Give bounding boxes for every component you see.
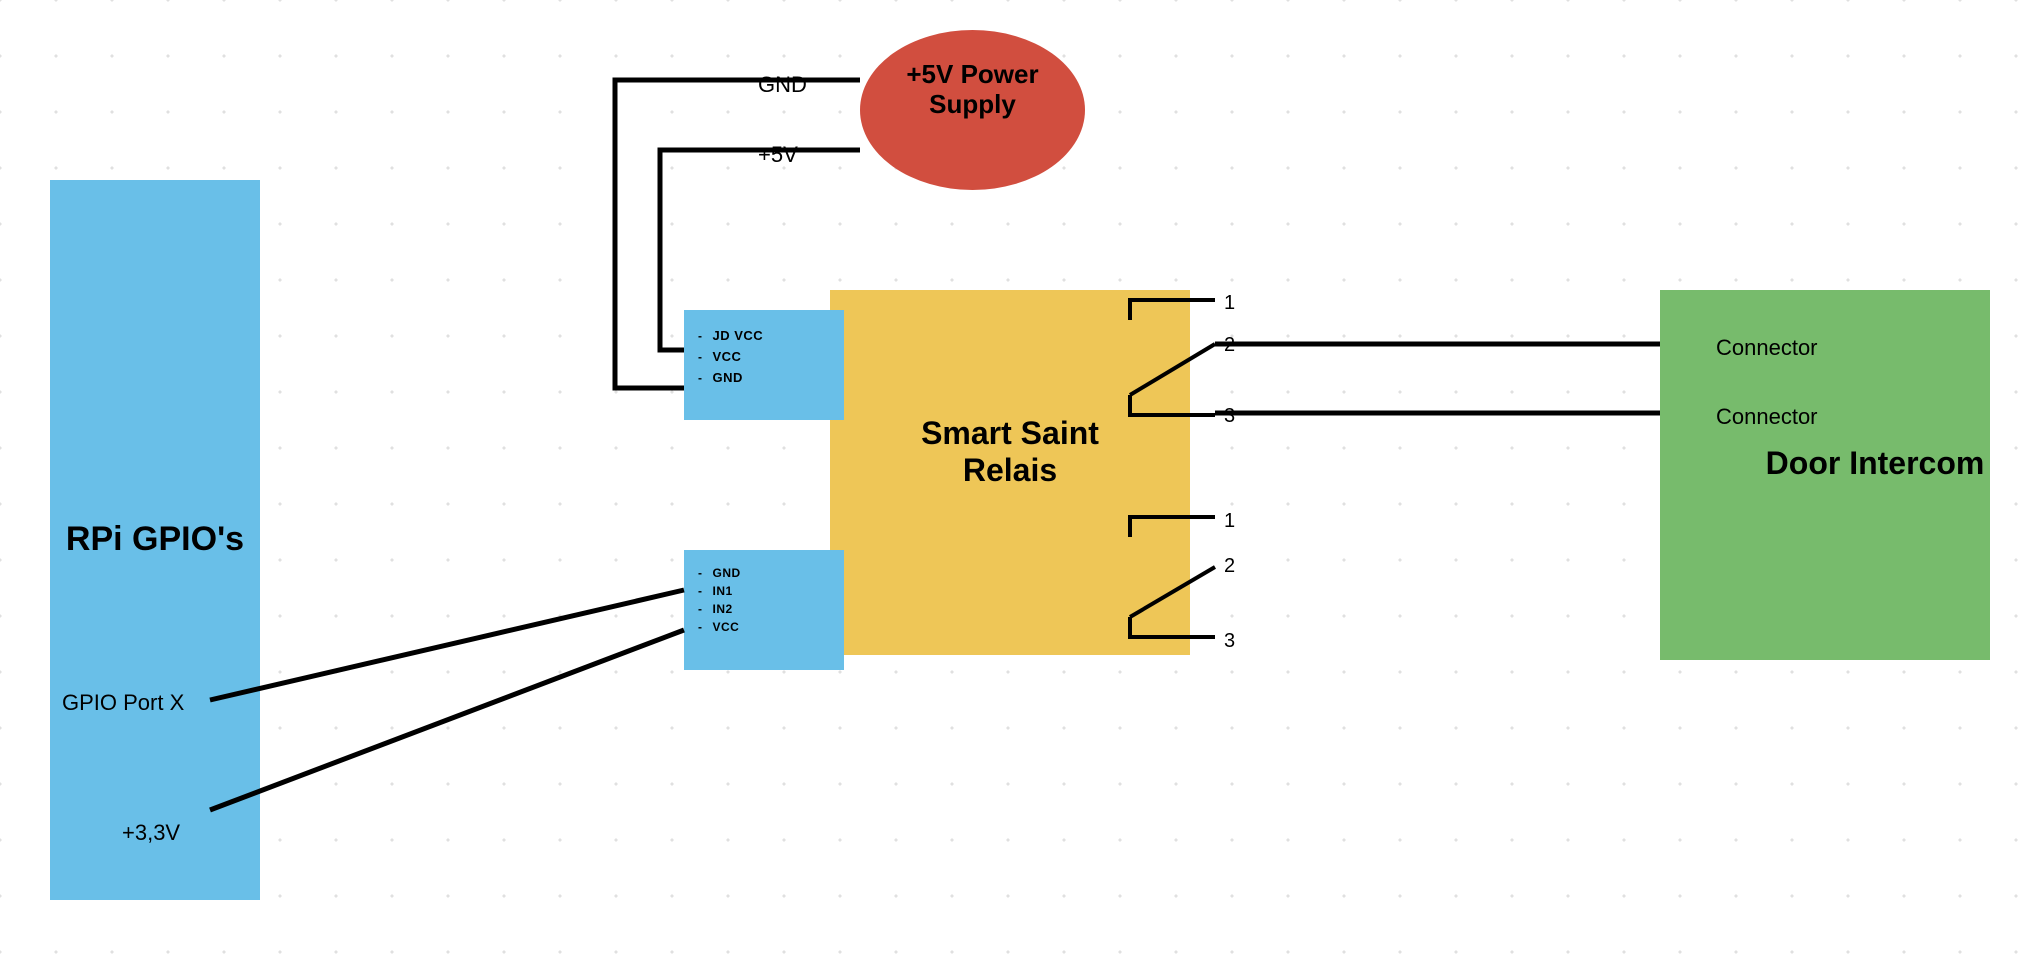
relay-switch-bottom-icon — [1130, 517, 1215, 637]
wire-power-5v — [660, 150, 860, 350]
wire-power-gnd — [615, 80, 860, 388]
wire-gpio-vcc — [210, 630, 684, 810]
wire-gpio-in1 — [210, 590, 684, 700]
diagram-canvas: RPi GPIO's GPIO Port X +3,3V +5V Power S… — [0, 0, 2034, 960]
wires-overlay — [0, 0, 2034, 960]
relay-switch-top-icon — [1130, 300, 1215, 415]
